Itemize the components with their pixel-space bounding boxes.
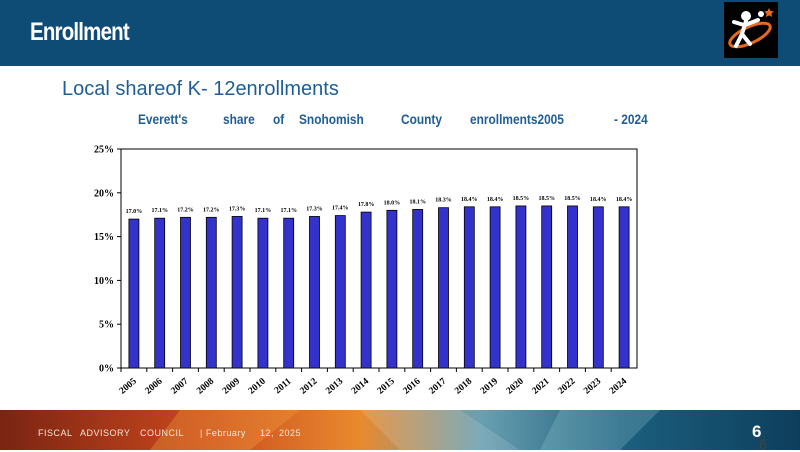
bar bbox=[438, 207, 449, 369]
data-label: 18.5% bbox=[564, 196, 581, 202]
x-tick-label: 2014 bbox=[350, 376, 371, 396]
chart-title-word: of bbox=[273, 111, 285, 127]
chart-title-word: Snohomish bbox=[299, 111, 364, 127]
x-tick-label: 2015 bbox=[376, 376, 397, 396]
bar bbox=[515, 205, 527, 369]
x-tick-label: 2016 bbox=[402, 376, 423, 396]
x-tick-label: 2023 bbox=[582, 376, 603, 396]
x-tick-label: 2007 bbox=[169, 376, 190, 396]
data-label: 17.1% bbox=[280, 208, 297, 214]
x-tick-label: 2019 bbox=[479, 376, 500, 396]
y-tick-label: 15% bbox=[94, 232, 114, 243]
page-title: Enrollment bbox=[30, 18, 130, 46]
bar bbox=[309, 216, 320, 369]
footer-word: | February bbox=[200, 428, 246, 438]
x-tick-label: 2017 bbox=[427, 376, 448, 396]
plot-area bbox=[120, 148, 638, 369]
data-label: 17.2% bbox=[177, 207, 194, 213]
footer-word: 12, bbox=[260, 428, 275, 438]
bar-chart: 0% 5% 10% 15% 20% 25% 17.0% 2005 17.1% 2006 17.2% 2… bbox=[94, 145, 638, 397]
chart-title: Everett's share of Snohomish County enro… bbox=[0, 111, 800, 131]
data-label: 18.4% bbox=[487, 197, 504, 203]
footer-word: 2025 bbox=[279, 428, 302, 438]
bar bbox=[180, 216, 191, 369]
footer-word: ADVISORY bbox=[80, 428, 131, 438]
data-label: 17.2% bbox=[203, 207, 220, 213]
data-label: 18.0% bbox=[384, 200, 401, 206]
bar bbox=[205, 216, 217, 369]
y-tick-label: 0% bbox=[99, 364, 114, 375]
data-label: 18.1% bbox=[409, 199, 426, 205]
bar bbox=[463, 206, 475, 369]
data-label: 17.1% bbox=[151, 208, 168, 214]
x-tick-label: 2018 bbox=[453, 376, 474, 396]
title-bar: Enrollment bbox=[0, 0, 800, 66]
y-tick-label: 20% bbox=[94, 188, 114, 199]
bar bbox=[334, 215, 346, 369]
bar bbox=[412, 209, 424, 369]
chart-title-word: enrollments2005 bbox=[470, 111, 564, 127]
footer-band bbox=[0, 410, 800, 450]
y-tick-label: 25% bbox=[94, 145, 114, 156]
chart-title-word: share bbox=[223, 111, 255, 127]
x-tick-label: 2022 bbox=[556, 376, 577, 396]
bar bbox=[618, 206, 630, 369]
x-tick-label: 2013 bbox=[324, 376, 345, 396]
data-label: 18.5% bbox=[513, 196, 530, 202]
chart-title-word: Everett's bbox=[138, 111, 188, 127]
slide-subtitle: Local shareof K- 12enrollments bbox=[62, 78, 339, 100]
data-label: 18.5% bbox=[538, 196, 555, 202]
footer-word: COUNCIL bbox=[140, 428, 185, 438]
bar bbox=[541, 205, 553, 369]
bar bbox=[154, 217, 166, 369]
page-number: 6 bbox=[752, 422, 762, 441]
footer-word: FISCAL bbox=[38, 428, 73, 438]
data-label: 17.8% bbox=[358, 202, 375, 208]
x-tick-label: 2021 bbox=[531, 376, 552, 396]
bar bbox=[592, 206, 604, 369]
data-label: 17.3% bbox=[306, 206, 323, 212]
x-tick-label: 2008 bbox=[195, 376, 216, 396]
x-tick-label: 2009 bbox=[221, 376, 242, 396]
chart-title-word: - 2024 bbox=[614, 111, 648, 127]
x-tick-label: 2005 bbox=[118, 376, 139, 396]
chart-title-word: County bbox=[401, 111, 442, 127]
data-label: 18.4% bbox=[590, 197, 607, 203]
data-label: 17.1% bbox=[255, 208, 272, 214]
bar bbox=[128, 218, 140, 369]
running-figure-logo-icon bbox=[724, 2, 778, 58]
bar bbox=[283, 217, 295, 369]
x-tick-label: 2011 bbox=[273, 376, 294, 396]
data-label: 17.3% bbox=[229, 206, 246, 212]
data-label: 17.4% bbox=[332, 206, 349, 212]
bar bbox=[567, 205, 578, 369]
y-tick-label: 10% bbox=[94, 276, 114, 287]
x-tick-label: 2020 bbox=[505, 376, 526, 396]
x-tick-label: 2012 bbox=[298, 376, 319, 396]
bar bbox=[360, 211, 372, 369]
x-tick-label: 2024 bbox=[608, 376, 629, 396]
bar bbox=[489, 206, 501, 369]
page-number-secondary: 6 bbox=[759, 436, 767, 452]
y-tick-label: 5% bbox=[99, 320, 114, 331]
bar bbox=[231, 216, 243, 369]
bar bbox=[386, 209, 398, 369]
data-label: 17.0% bbox=[126, 209, 143, 215]
x-tick-label: 2010 bbox=[247, 376, 268, 396]
bar bbox=[257, 217, 269, 369]
data-label: 18.4% bbox=[461, 197, 478, 203]
data-label: 18.4% bbox=[616, 197, 633, 203]
data-label: 18.3% bbox=[435, 198, 452, 204]
x-tick-label: 2006 bbox=[144, 376, 165, 396]
